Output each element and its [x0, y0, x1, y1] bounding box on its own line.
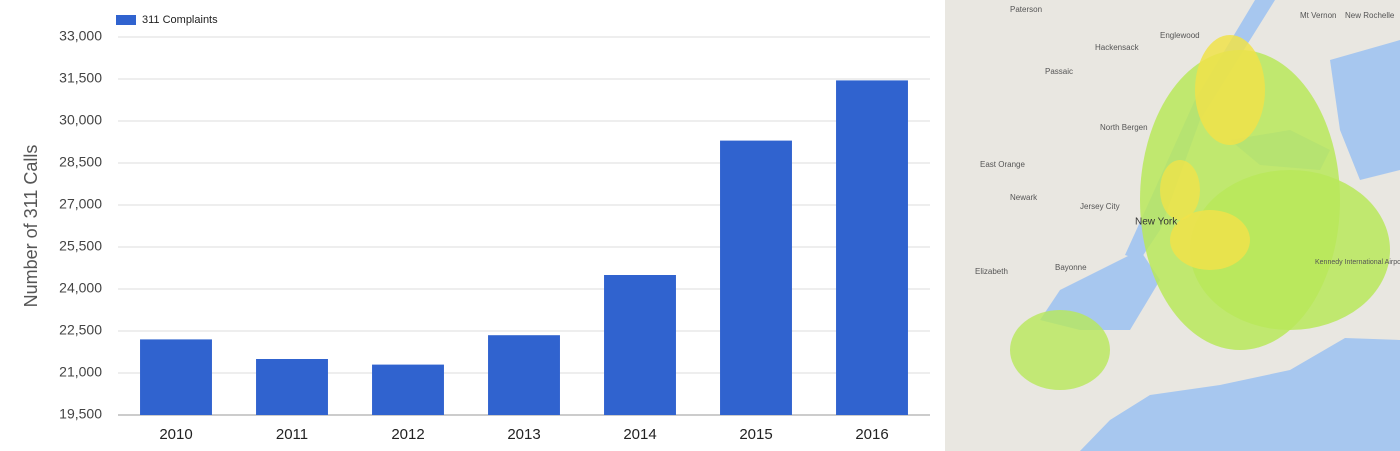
map-label: Hackensack — [1095, 43, 1140, 52]
map-label: North Bergen — [1100, 123, 1148, 132]
map-harbor — [1040, 250, 1160, 330]
heat-blob — [1010, 310, 1110, 390]
map-label: New York — [1135, 217, 1178, 228]
x-tick-label: 2015 — [739, 426, 772, 443]
map-label: New Rochelle — [1345, 11, 1395, 20]
legend-label: 311 Complaints — [142, 14, 218, 26]
heat-core — [1160, 160, 1200, 220]
chart: 19,500 21,000 22,500 24,000 25,500 27,000 28,5… — [21, 14, 930, 443]
bar — [256, 359, 328, 415]
heat-blob — [1190, 170, 1390, 330]
x-tick-label: 2014 — [623, 426, 656, 443]
y-tick-label: 25,500 — [59, 238, 102, 254]
y-tick-label: 27,000 — [59, 196, 102, 212]
y-tick-label: 22,500 — [59, 322, 102, 338]
map-ocean — [1080, 338, 1400, 451]
bar — [488, 335, 560, 415]
map-label: Newark — [1010, 193, 1038, 202]
map-bay — [1330, 40, 1400, 180]
y-tick-label: 31,500 — [59, 70, 102, 86]
map: Paterson Hackensack Englewood Mt Vernon … — [945, 0, 1400, 451]
bar — [372, 364, 444, 415]
y-tick-label: 30,000 — [59, 112, 102, 128]
map-label: Jersey City — [1080, 202, 1120, 211]
y-axis-label: Number of 311 Calls — [21, 145, 41, 308]
bar — [720, 140, 792, 415]
heat-core — [1195, 35, 1265, 145]
x-tick-label: 2012 — [391, 426, 424, 443]
y-tick-label: 28,500 — [59, 154, 102, 170]
bar — [604, 275, 676, 415]
map-label: Englewood — [1160, 31, 1200, 40]
y-tick-label: 21,000 — [59, 364, 102, 380]
bar — [836, 80, 908, 416]
y-tick-label: 33,000 — [59, 28, 102, 44]
x-tick-label: 2016 — [855, 426, 888, 443]
map-label: Passaic — [1045, 67, 1073, 76]
bar — [140, 339, 212, 415]
y-tick-label: 19,500 — [59, 406, 102, 422]
map-label: Kennedy International Airport — [1315, 259, 1400, 266]
x-tick-label: 2010 — [159, 426, 192, 443]
x-tick-label: 2013 — [507, 426, 540, 443]
map-label: Paterson — [1010, 5, 1042, 14]
map-label: East Orange — [980, 160, 1025, 169]
y-tick-label: 24,000 — [59, 280, 102, 296]
map-label: Mt Vernon — [1300, 11, 1336, 20]
map-label: Bayonne — [1055, 263, 1087, 272]
x-tick-label: 2011 — [276, 426, 308, 443]
heat-core — [1170, 210, 1250, 270]
map-label: Elizabeth — [975, 267, 1008, 276]
legend-swatch — [116, 15, 136, 25]
